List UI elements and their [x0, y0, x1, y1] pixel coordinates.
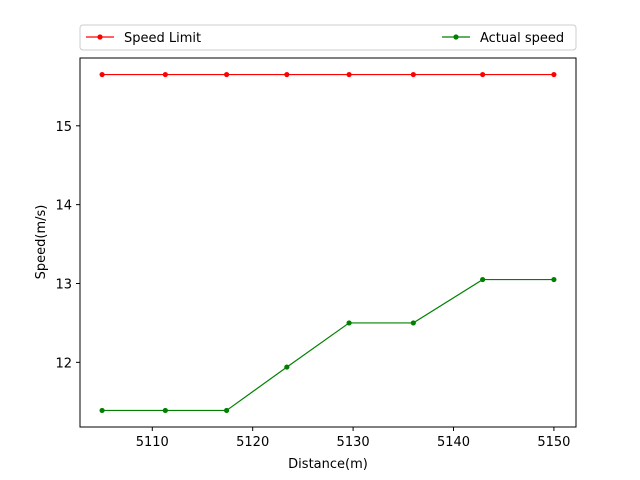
legend-entries: Speed Limit Actual speed [86, 31, 564, 46]
x-tick-label: 5120 [236, 435, 269, 450]
x-axis-label: Distance(m) [288, 457, 368, 472]
legend-label-0: Speed Limit [124, 31, 201, 46]
legend-marker-0 [97, 34, 103, 40]
data-point [480, 71, 486, 78]
data-point [346, 71, 352, 78]
data-point [223, 71, 230, 78]
legend: Speed Limit Actual speed [79, 24, 577, 51]
data-point [551, 71, 557, 78]
y-axis-label: Speed(m/s) [34, 205, 49, 280]
y-tick-label: 14 [55, 199, 72, 214]
axes-frame [79, 57, 577, 428]
series-line-1 [102, 278, 554, 412]
data-point [99, 407, 105, 414]
axis-ticks: 5110 5120 5130 5140 5150 12 13 14 15 [55, 120, 570, 450]
x-tick-label: 5150 [537, 435, 570, 450]
y-tick-label: 15 [55, 120, 72, 135]
legend-label-1: Actual speed [480, 31, 564, 46]
data-point [480, 276, 486, 283]
legend-box [79, 24, 577, 51]
data-point [410, 320, 416, 326]
data-point [223, 407, 230, 414]
y-tick-label: 13 [55, 278, 72, 293]
data-point [346, 320, 352, 326]
y-tick-label: 12 [55, 356, 72, 371]
plot-area [99, 71, 557, 414]
data-point [410, 71, 416, 78]
data-point [551, 276, 557, 283]
data-point [284, 364, 290, 370]
data-point [284, 71, 290, 78]
x-tick-label: 5130 [337, 435, 370, 450]
data-point [99, 71, 105, 78]
legend-marker-1 [453, 34, 459, 40]
data-point [162, 407, 168, 414]
x-tick-label: 5140 [437, 435, 470, 450]
x-tick-label: 5110 [136, 435, 169, 450]
data-point [162, 71, 168, 78]
